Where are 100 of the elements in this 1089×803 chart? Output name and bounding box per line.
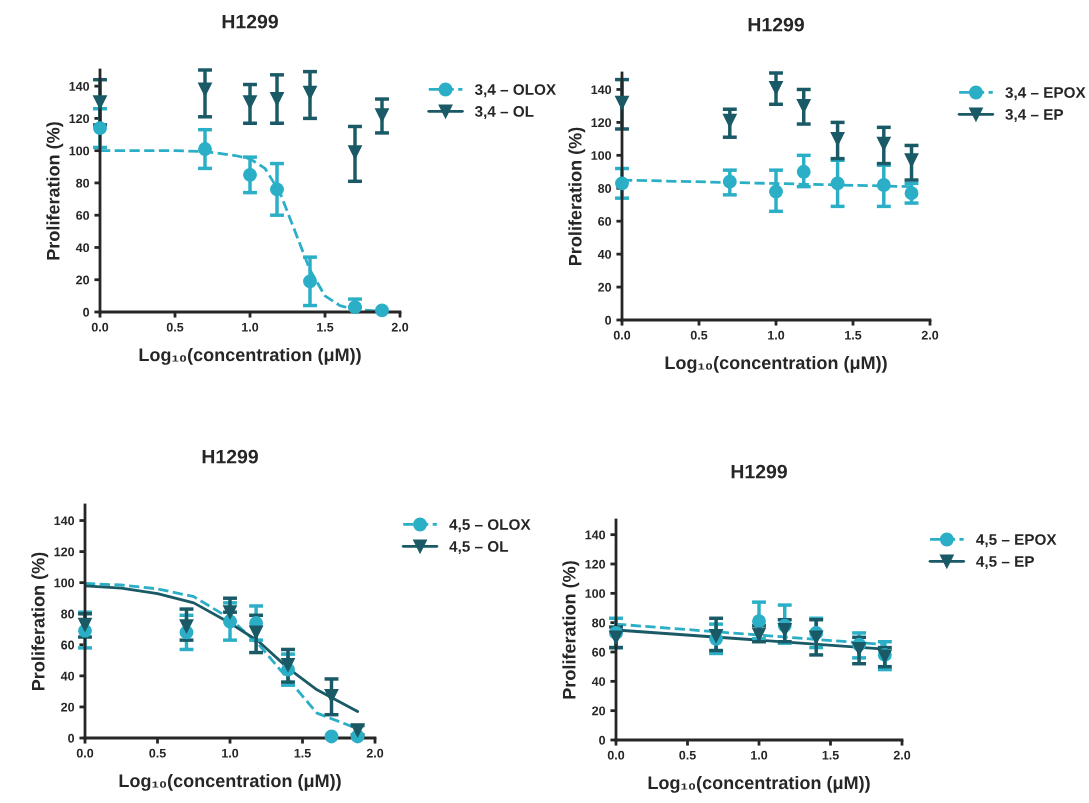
x-tick-label: 2.0 (366, 748, 384, 758)
x-tick-label: 0.5 (690, 330, 708, 340)
y-tick-label: 100 (69, 146, 90, 156)
x-tick-label: 1.5 (294, 748, 311, 758)
y-tick-label: 120 (54, 547, 75, 557)
y-tick-label: 140 (591, 85, 612, 95)
x-axis-title: Log₁₀(concentration (μM)) (139, 347, 361, 365)
x-tick-label: 0.0 (91, 322, 109, 332)
y-tick-label: 60 (76, 211, 90, 220)
x-tick-label: 1.5 (317, 322, 334, 332)
x-tick-label: 0.0 (607, 750, 625, 760)
point (722, 174, 737, 189)
y-tick-label: 0 (83, 307, 90, 317)
legend-label: 3,4 – EPOX (1005, 87, 1086, 101)
point (876, 178, 891, 192)
point (198, 82, 212, 97)
y-tick-label: 20 (76, 275, 90, 285)
point (615, 176, 629, 191)
y-tick-label: 60 (61, 640, 75, 650)
y-axis-title: Proliferation (%) (562, 561, 580, 699)
point (375, 108, 389, 123)
x-axis-title: Log₁₀(concentration (μM)) (665, 355, 887, 373)
x-axis-title: Log₁₀(concentration (μM)) (119, 773, 341, 791)
point (752, 614, 766, 629)
y-tick-label: 40 (597, 249, 612, 259)
y-tick-label: 0 (605, 315, 612, 325)
x-tick-label: 1.0 (751, 750, 768, 760)
x-tick-label: 0.0 (613, 330, 631, 340)
x-tick-label: 2.0 (391, 322, 409, 332)
y-tick-label: 120 (585, 559, 606, 569)
y-tick-label: 40 (591, 677, 606, 686)
point (904, 186, 919, 201)
point (93, 121, 107, 136)
x-tick-label: 1.0 (222, 748, 239, 758)
x-tick-label: 0.0 (76, 748, 94, 758)
legend-label: 4,5 – OL (449, 541, 509, 555)
point (270, 182, 284, 197)
y-axis-title: Proliferation (%) (46, 122, 64, 260)
y-tick-label: 20 (592, 706, 606, 716)
y-tick-label: 80 (76, 178, 90, 188)
x-tick-label: 1.5 (845, 330, 862, 340)
point (348, 300, 362, 315)
point (615, 95, 629, 110)
x-axis-title: Log₁₀(concentration (μM)) (648, 775, 870, 793)
point (769, 80, 783, 95)
legend-label: 4,5 – EP (976, 556, 1034, 570)
y-tick-label: 140 (69, 81, 90, 91)
point (303, 85, 317, 100)
y-tick-label: 80 (598, 184, 612, 193)
x-tick-label: 0.5 (149, 748, 166, 758)
point (223, 605, 237, 620)
legend-label: 3,4 – EP (1005, 109, 1064, 123)
y-tick-label: 100 (585, 589, 606, 598)
point (324, 729, 339, 744)
point (722, 113, 737, 128)
chart-title: H1299 (748, 17, 804, 32)
y-axis-title: Proliferation (%) (31, 552, 49, 691)
y-tick-label: 40 (75, 243, 90, 253)
point (179, 619, 194, 634)
point (78, 617, 92, 632)
x-tick-label: 0.5 (679, 750, 696, 760)
y-tick-label: 140 (54, 516, 75, 526)
x-tick-label: 1.0 (242, 322, 259, 332)
point (243, 167, 257, 182)
y-tick-label: 80 (592, 618, 606, 628)
point (769, 184, 783, 199)
y-tick-label: 0 (68, 733, 75, 743)
y-tick-label: 100 (54, 578, 75, 588)
point (270, 92, 284, 106)
y-tick-label: 120 (591, 118, 612, 128)
y-tick-label: 20 (598, 282, 612, 292)
point (809, 630, 824, 645)
y-tick-label: 120 (69, 114, 90, 124)
chart-title: H1299 (202, 449, 258, 464)
point (281, 658, 295, 672)
point (243, 95, 257, 110)
x-tick-label: 1.0 (768, 330, 785, 340)
point (830, 176, 845, 191)
point (93, 95, 107, 110)
point (852, 642, 867, 657)
point (876, 136, 891, 151)
point (830, 131, 845, 146)
point (796, 164, 811, 179)
x-tick-label: 1.5 (822, 750, 839, 760)
y-tick-label: 100 (591, 151, 612, 160)
point (375, 303, 389, 318)
legend-label: 4,5 – OLOX (449, 519, 531, 533)
legend-label: 3,4 – OL (474, 106, 534, 120)
y-tick-label: 20 (61, 702, 75, 712)
y-tick-label: 40 (60, 671, 75, 681)
y-tick-label: 60 (592, 647, 606, 657)
y-tick-label: 80 (61, 609, 75, 619)
point (796, 98, 811, 113)
y-axis-title: Proliferation (%) (568, 127, 586, 266)
y-tick-label: 140 (585, 530, 606, 540)
point (198, 142, 212, 156)
point (303, 274, 317, 289)
chart-title: H1299 (222, 14, 278, 29)
y-tick-label: 0 (599, 735, 606, 745)
x-tick-label: 0.5 (166, 322, 184, 332)
